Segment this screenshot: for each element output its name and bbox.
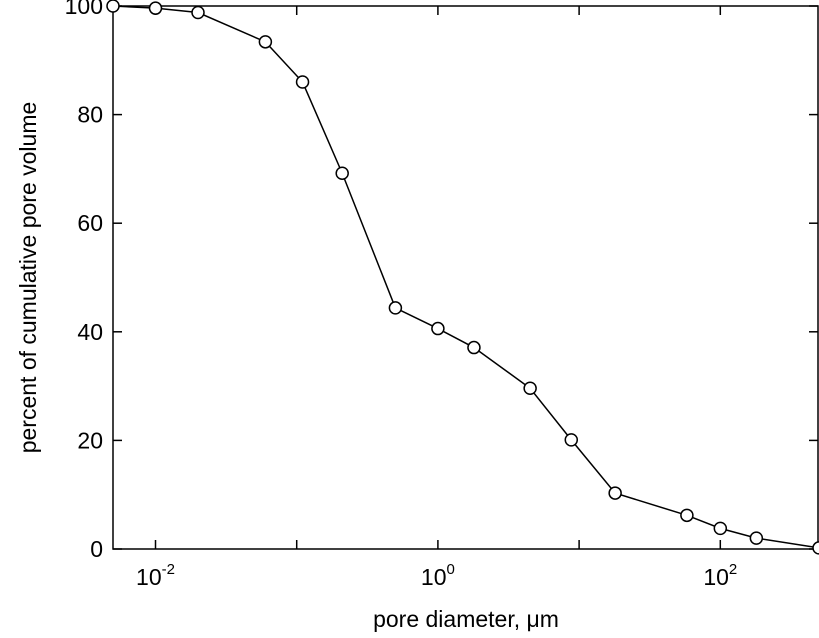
y-axis-ticks: 0 20 40 60 80 100 (65, 0, 818, 562)
data-point (467, 340, 481, 355)
y-tick-label: 20 (77, 427, 103, 453)
data-point (148, 1, 163, 15)
y-tick-label: 40 (77, 319, 103, 345)
data-point (106, 0, 120, 13)
data-point (608, 486, 622, 500)
x-tick-label-base: 10 (136, 564, 162, 590)
x-tick-label-exponent: 2 (729, 561, 737, 578)
x-tick-label: 102 (703, 561, 737, 590)
x-axis-title: pore diameter, μm (373, 606, 559, 632)
y-tick-label: 0 (90, 536, 103, 562)
x-tick-label-exponent: 0 (447, 561, 455, 578)
data-point (191, 5, 205, 20)
data-point (564, 433, 579, 447)
plot-frame (112, 5, 819, 550)
x-tick-label: 10-2 (136, 561, 175, 590)
y-tick-label: 80 (77, 102, 103, 128)
x-axis-ticks: 10-2 100 102 (136, 6, 737, 590)
x-tick-label-base: 10 (421, 564, 447, 590)
series-line (112, 5, 819, 549)
y-axis-title: percent of cumulative pore volume (15, 102, 41, 454)
data-point (431, 321, 445, 336)
data-point (295, 75, 310, 89)
y-tick-label: 60 (77, 210, 103, 236)
y-tick-label: 100 (65, 0, 103, 19)
x-tick-label: 100 (421, 561, 455, 590)
data-point (335, 166, 349, 180)
data-point (812, 541, 819, 555)
series-line-group (112, 5, 819, 549)
data-points (106, 0, 819, 555)
x-tick-label-exponent: -2 (162, 561, 175, 578)
x-tick-label-base: 10 (703, 564, 729, 590)
data-point (713, 521, 728, 536)
data-point (680, 508, 694, 523)
plot-area-border (112, 5, 819, 550)
data-point (388, 301, 403, 315)
data-point (523, 381, 537, 396)
data-point (258, 35, 273, 49)
data-point (749, 531, 764, 545)
